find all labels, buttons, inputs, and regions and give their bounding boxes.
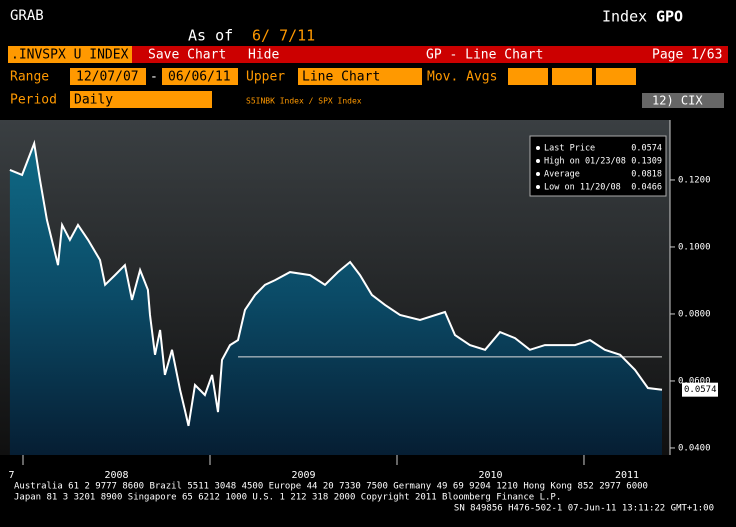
legend-value: 0.0818 (631, 170, 662, 180)
legend-label: High on 01/23/08 (544, 157, 626, 167)
field[interactable] (70, 68, 146, 85)
footer-line: SN 849856 H476-502-1 07-Jun-11 13:11:22 … (454, 504, 714, 514)
legend-label: Low on 11/20/08 (544, 183, 621, 193)
legend (529, 135, 667, 197)
y-tick-label: 0.0600 (678, 376, 711, 386)
legend-value: 0.0466 (631, 183, 662, 193)
as-of: 6/ 7/11 (252, 27, 315, 45)
y-tick-label: 0.1200 (678, 175, 711, 185)
legend-symbol (536, 159, 540, 163)
legend-value: 0.1309 (631, 157, 662, 167)
period[interactable]: Daily (74, 93, 113, 108)
legend-label: Last Price (544, 144, 595, 154)
area (9, 143, 662, 455)
field[interactable] (508, 68, 548, 85)
period-label: Period (10, 93, 57, 108)
index-label: Index (602, 8, 647, 26)
legend-symbol (536, 146, 540, 150)
function: GPO (656, 8, 683, 26)
footer-line: Australia 61 2 9777 8600 Brazil 5511 304… (14, 482, 648, 492)
save-chart[interactable]: Save Chart (148, 48, 226, 63)
x-tick-label: 2008 (104, 470, 128, 481)
security[interactable]: .INVSPX U INDEX (11, 48, 129, 63)
y-tick-label: 0.1000 (678, 242, 711, 252)
upper[interactable]: Line Chart (302, 70, 380, 85)
header-left: GRAB (10, 8, 44, 24)
x-tick-label: 2010 (478, 470, 502, 481)
end[interactable]: 06/06/11 (168, 70, 231, 85)
toolbar (8, 46, 728, 63)
field[interactable] (70, 91, 212, 108)
dash: - (150, 70, 158, 85)
last-price-box (682, 382, 718, 397)
x-tick-label: 2009 (291, 470, 315, 481)
legend-symbol (536, 172, 540, 176)
cix[interactable]: 12) CIX (652, 94, 703, 108)
x-tick-label: 7 (8, 470, 14, 481)
y-tick-label: 0.0400 (678, 443, 711, 453)
mov-avgs: Mov. Avgs (427, 70, 497, 85)
y-tick-label: 0.0800 (678, 309, 711, 319)
field[interactable] (552, 68, 592, 85)
ratio: S5INBK Index / SPX Index (246, 97, 362, 106)
legend-label: Average (544, 170, 580, 180)
page[interactable]: Page 1/63 (652, 48, 722, 63)
x-tick-label: 2011 (615, 470, 639, 481)
start[interactable]: 12/07/07 (76, 70, 139, 85)
hide[interactable]: Hide (248, 48, 279, 63)
legend-symbol (536, 185, 540, 189)
footer-line: Japan 81 3 3201 8900 Singapore 65 6212 1… (14, 493, 561, 503)
legend-value: 0.0574 (631, 144, 662, 154)
cix-button[interactable] (642, 93, 724, 108)
field[interactable] (298, 68, 422, 85)
as-of-label: As of (188, 27, 233, 45)
x-axis-strip (0, 455, 670, 467)
line (9, 139, 663, 427)
range-label: Range (10, 70, 49, 85)
function-title: GP - Line Chart (426, 48, 543, 63)
security-box[interactable] (8, 46, 132, 63)
upper-label: Upper (246, 70, 285, 85)
field[interactable] (596, 68, 636, 85)
last-price: 0.0574 (684, 385, 717, 395)
field[interactable] (162, 68, 238, 85)
